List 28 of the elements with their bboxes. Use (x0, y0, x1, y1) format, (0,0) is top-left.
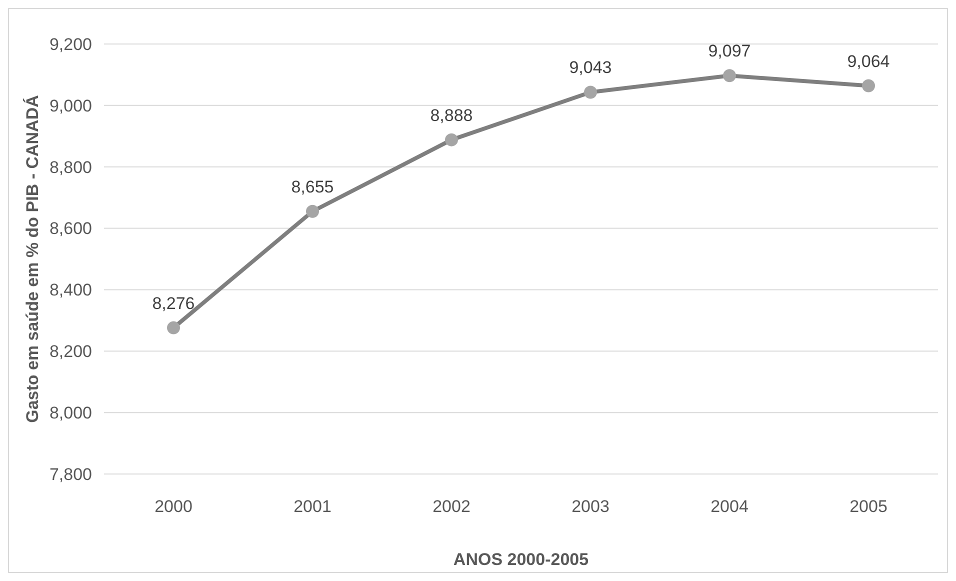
data-label: 8,888 (430, 106, 473, 125)
data-label: 9,097 (708, 42, 751, 61)
y-tick-label: 9,200 (49, 34, 92, 54)
point (167, 321, 180, 334)
y-tick-label: 8,800 (49, 158, 92, 177)
data-label: 9,064 (847, 52, 890, 71)
point (862, 79, 875, 92)
point (723, 69, 736, 82)
x-tick-label: 2003 (572, 497, 610, 516)
x-tick-label: 2002 (432, 497, 470, 516)
y-tick-label: 8,400 (49, 280, 92, 300)
x-tick-label: 2004 (710, 497, 748, 516)
x-tick-label: 2001 (294, 497, 332, 516)
x-tick-label: 2000 (154, 497, 192, 516)
y-tick-label: 8,000 (49, 404, 92, 423)
point (584, 86, 597, 99)
x-tick-label: 2005 (850, 497, 888, 516)
x-axis-title: ANOS 2000-2005 (453, 550, 589, 569)
y-axis-title: Gasto em saúde em % do PIB - CANADÁ (22, 95, 42, 423)
data-label: 8,276 (152, 294, 195, 313)
y-tick-label: 8,600 (49, 219, 92, 238)
y-tick-label: 8,200 (49, 342, 92, 362)
y-tick-label: 7,800 (49, 464, 92, 484)
data-label: 9,043 (569, 58, 612, 78)
point (445, 133, 458, 146)
data-label: 8,655 (291, 177, 334, 196)
y-tick-label: 9,000 (49, 96, 92, 116)
point (306, 204, 319, 218)
